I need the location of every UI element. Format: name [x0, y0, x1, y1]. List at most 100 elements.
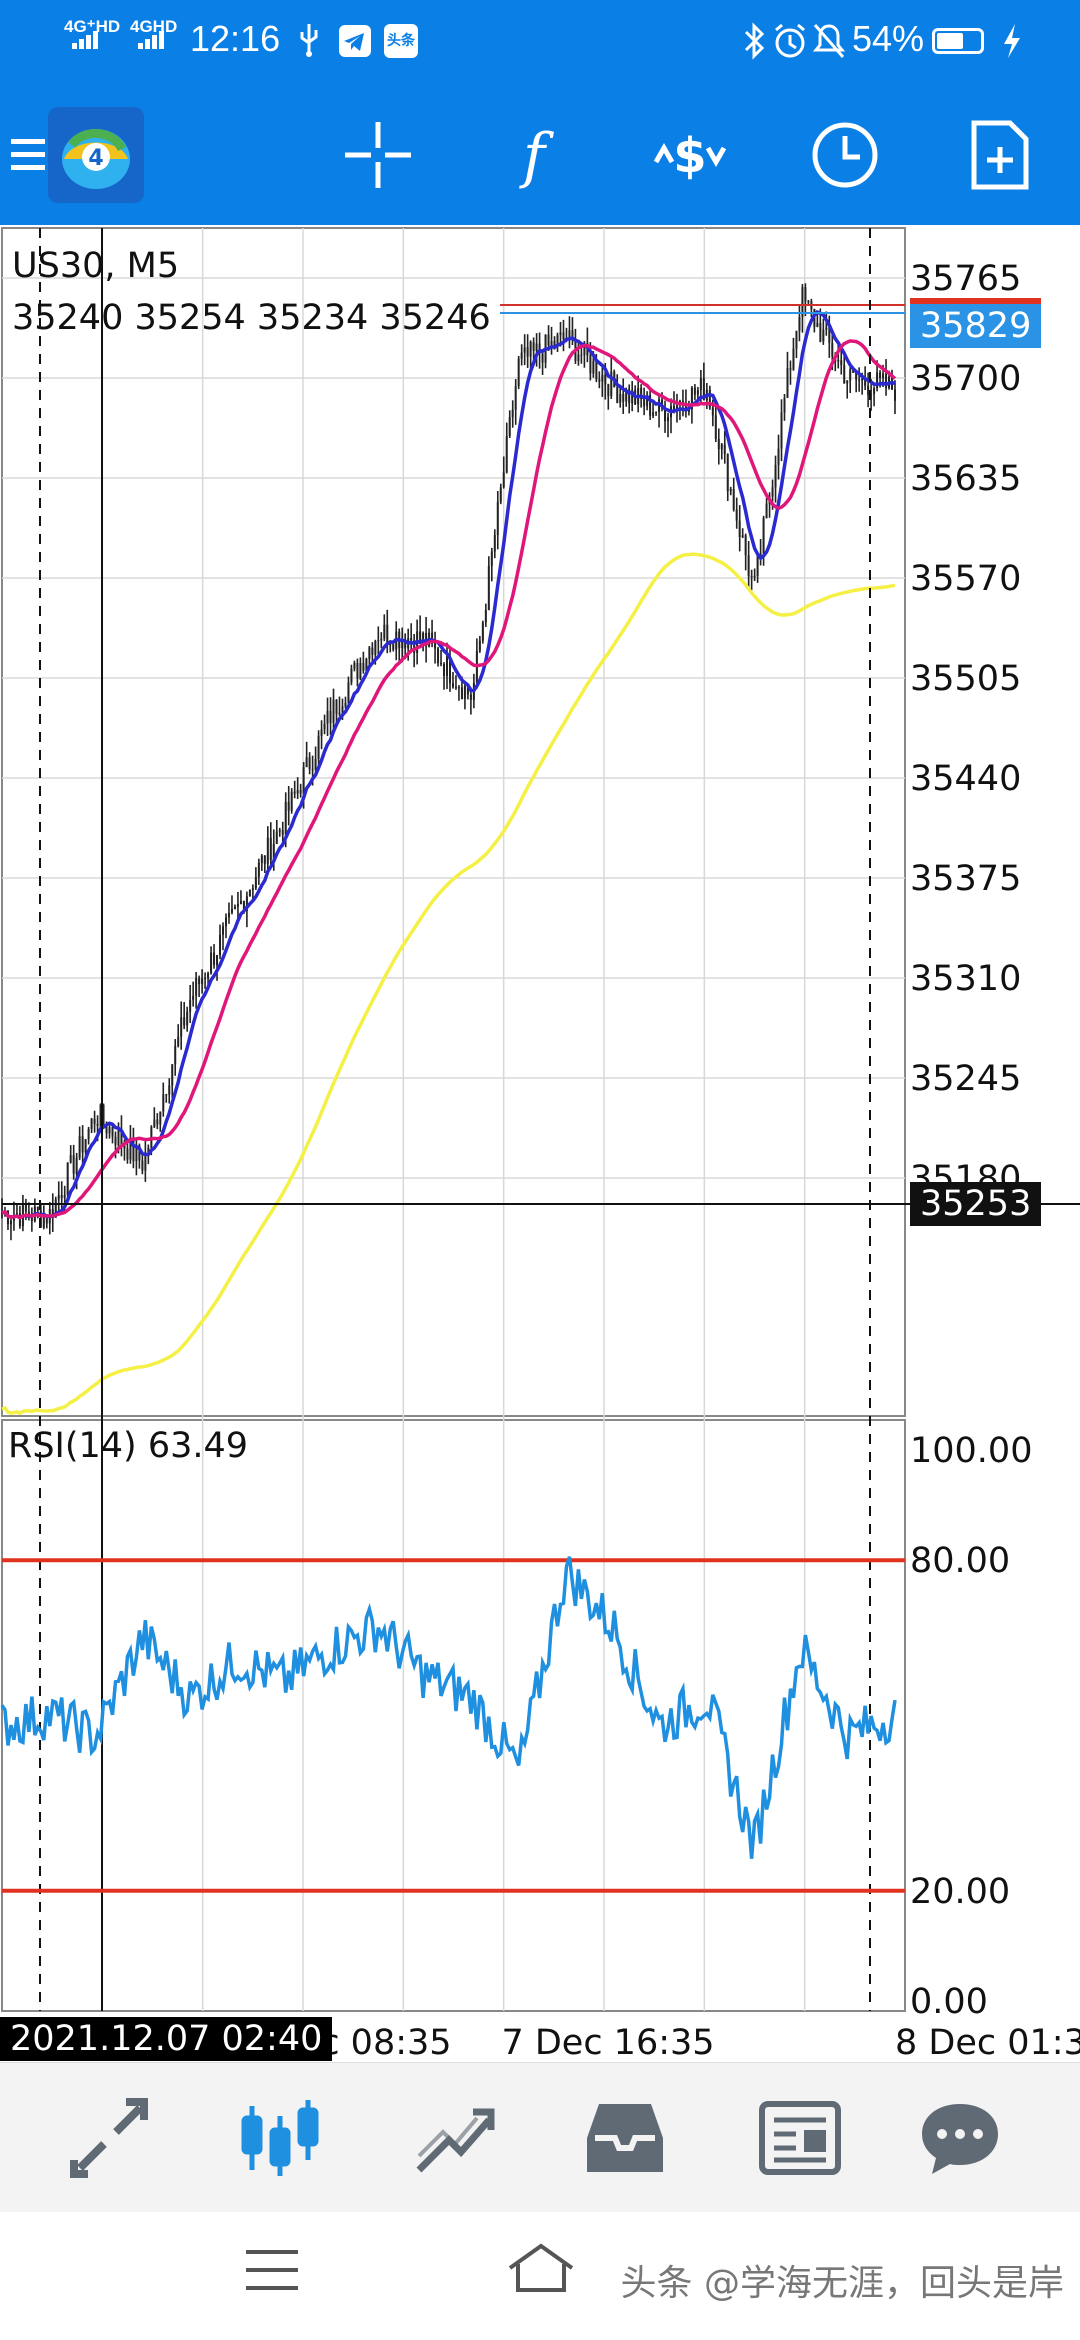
candle-body	[350, 668, 353, 683]
nav-quotes[interactable]	[55, 2088, 165, 2188]
candle-body	[248, 889, 251, 897]
candle-body	[299, 790, 302, 794]
candle-body	[595, 361, 598, 380]
candle-body	[422, 632, 425, 641]
candle-body	[771, 487, 774, 497]
candle-body	[308, 757, 311, 770]
candle-body	[314, 758, 317, 770]
candle-body	[885, 373, 888, 389]
rsi-plot-frame	[1, 1419, 906, 2012]
candle-body	[108, 1127, 111, 1134]
nav-trade[interactable]	[400, 2088, 510, 2188]
watermark: 头条 @学海无涯，回头是岸	[620, 2263, 1064, 2304]
candle-body	[120, 1129, 123, 1146]
candle-body	[460, 687, 463, 700]
candle-body	[526, 347, 529, 357]
candle-body	[819, 322, 822, 342]
candle-body	[111, 1127, 114, 1137]
candle-body	[371, 647, 374, 655]
indicators-button[interactable]: f	[484, 105, 584, 205]
price-axis-label: 35245	[910, 1059, 1021, 1099]
chart-canvas[interactable]: 35765 35700 35635 35570 35505 35440 35375 35310…	[0, 226, 1080, 2061]
signal-icon-2	[138, 30, 166, 49]
trade-icon: $	[653, 128, 727, 184]
candle-body	[577, 354, 580, 361]
candle-body	[792, 348, 795, 370]
candle-body	[180, 1017, 183, 1037]
candle-body	[559, 332, 562, 335]
candle-body	[281, 830, 284, 835]
candle-body	[448, 655, 451, 684]
trade-button[interactable]: $	[640, 105, 740, 205]
candle-body	[855, 372, 858, 380]
candle-body	[532, 341, 535, 351]
candle-body	[57, 1195, 60, 1200]
nav-news[interactable]	[745, 2088, 855, 2188]
crosshair-icon	[345, 122, 411, 188]
home-icon[interactable]	[506, 2242, 576, 2294]
candle-body	[687, 409, 690, 412]
candle-body	[795, 330, 798, 349]
ma-slow-line	[1, 552, 896, 1416]
bluetooth-icon	[744, 22, 765, 60]
candle-body	[242, 900, 245, 911]
quotes-icon	[70, 2098, 148, 2178]
candle-body	[583, 342, 586, 355]
candle-body	[230, 909, 233, 913]
rsi-axis-label: 80.00	[910, 1541, 1010, 1581]
candle-body	[72, 1155, 75, 1174]
candle-body	[168, 1085, 171, 1095]
candle-body	[78, 1136, 81, 1158]
candle-body	[523, 347, 526, 353]
status-time: 12:16	[190, 18, 281, 59]
candle-body	[153, 1119, 156, 1127]
candle-body	[344, 702, 347, 707]
candle-body	[410, 638, 413, 641]
menu-icon	[11, 139, 45, 170]
usb-icon	[300, 24, 318, 57]
candle-body	[431, 632, 434, 643]
candle-body	[93, 1118, 96, 1124]
period-button[interactable]	[795, 105, 895, 205]
candle-body	[320, 729, 323, 736]
nav-messages[interactable]	[905, 2088, 1015, 2188]
candle-body	[699, 378, 702, 391]
candle-body	[610, 371, 613, 397]
chart-area[interactable]: 35765 35700 35635 35570 35505 35440 35375 35310…	[0, 226, 1080, 2061]
candle-body	[589, 355, 592, 374]
mute-icon	[812, 24, 846, 58]
candle-body	[222, 926, 225, 935]
candle-body	[9, 1220, 12, 1225]
candle-body	[84, 1139, 87, 1153]
candle-body	[828, 327, 831, 344]
candle-body	[260, 855, 263, 863]
candle-body	[15, 1213, 18, 1216]
candle-body	[720, 444, 723, 450]
candle-body	[204, 978, 207, 980]
crosshair-button[interactable]	[328, 105, 428, 205]
candle-body	[511, 409, 514, 418]
candle-body	[774, 464, 777, 488]
app-logo[interactable]: 4	[46, 105, 146, 205]
candle-body	[269, 837, 272, 860]
new-order-icon	[971, 120, 1029, 190]
candle-body	[332, 699, 335, 723]
candle-body	[254, 877, 257, 889]
new-order-button[interactable]	[950, 105, 1050, 205]
candle-body	[592, 361, 595, 374]
candle-body	[804, 287, 807, 302]
nav-history[interactable]	[570, 2088, 680, 2188]
toutiao-badge: 头条	[384, 24, 418, 58]
candle-body	[81, 1136, 84, 1153]
bottom-navigation	[0, 2062, 1080, 2213]
candle-body	[664, 408, 667, 422]
system-navigation-bar: 头条 @学海无涯，回头是岸	[0, 2212, 1080, 2340]
rsi-axis-label: 0.00	[910, 1982, 988, 2022]
candle-body	[711, 407, 714, 416]
menu-button[interactable]	[0, 105, 72, 205]
candle-body	[239, 900, 242, 905]
candle-body	[717, 439, 720, 450]
recents-menu-icon[interactable]	[244, 2246, 300, 2294]
nav-chart[interactable]	[225, 2088, 335, 2188]
candle-body	[667, 417, 670, 422]
